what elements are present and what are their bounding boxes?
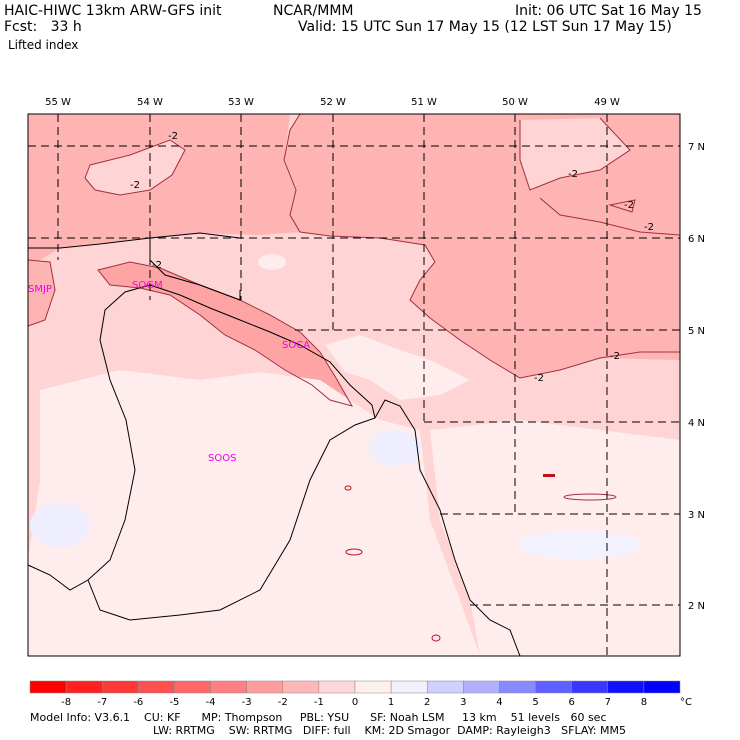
lat-label: 4 N bbox=[688, 418, 705, 429]
lon-label: 50 W bbox=[502, 97, 528, 108]
colorbar-swatch bbox=[282, 680, 320, 694]
li-central-light bbox=[325, 335, 470, 400]
lon-label: 51 W bbox=[411, 97, 437, 108]
lat-label: 6 N bbox=[688, 234, 705, 245]
lat-label: 7 N bbox=[688, 142, 705, 153]
colorbar-swatch bbox=[390, 680, 428, 694]
colorbar-unit: °C bbox=[680, 697, 692, 708]
colorbar-tick-label: -1 bbox=[314, 697, 324, 708]
footer-line-1: Model Info: V3.6.1 CU: KF MP: Thompson P… bbox=[30, 711, 607, 724]
colorbar-tick-label: -2 bbox=[278, 697, 288, 708]
contour-label: -2 bbox=[130, 180, 140, 191]
lon-label: 52 W bbox=[320, 97, 346, 108]
colorbar-swatch bbox=[463, 680, 500, 694]
contour-label: -2 bbox=[152, 260, 162, 271]
colorbar-tick-label: -8 bbox=[61, 697, 71, 708]
colorbar-swatch bbox=[354, 680, 392, 694]
contour-label: -2 bbox=[168, 131, 178, 142]
contour-label: -2 bbox=[644, 222, 654, 233]
model-title: HAIC-HIWC 13km ARW-GFS init bbox=[4, 3, 222, 19]
li-zone-northeast bbox=[284, 114, 680, 378]
colorbar-tick-label: -4 bbox=[206, 697, 216, 708]
colorbar-swatch bbox=[29, 680, 67, 694]
colorbar-tick-label: 3 bbox=[460, 697, 466, 708]
colorbar-swatch bbox=[607, 680, 645, 694]
valid-time: Valid: 15 UTC Sun 17 May 15 (12 LST Sun … bbox=[298, 19, 672, 35]
colorbar-tick-label: 5 bbox=[532, 697, 538, 708]
colorbar-tick-label: -6 bbox=[133, 697, 143, 708]
station-labels: SMJP SOCA SOOS SOGM bbox=[28, 280, 310, 464]
center-name: NCAR/MMM bbox=[273, 3, 354, 19]
station-label: SOOS bbox=[208, 453, 236, 464]
init-time: Init: 06 UTC Sat 16 May 15 bbox=[515, 3, 702, 19]
colorbar-swatch bbox=[426, 680, 464, 694]
colorbar-tick-label: 2 bbox=[424, 697, 430, 708]
lon-labels: 55 W 54 W 53 W 52 W 51 W 50 W 49 W bbox=[45, 97, 620, 108]
lon-label: 53 W bbox=[228, 97, 254, 108]
li-interior-light bbox=[28, 370, 480, 656]
lat-label: 2 N bbox=[688, 601, 705, 612]
contour-label: -2 bbox=[624, 200, 634, 211]
footer-line-2: LW: RRTMG SW: RRTMG DIFF: full KM: 2D Sm… bbox=[153, 724, 626, 737]
li-positive-patch-4 bbox=[258, 254, 286, 270]
colorbar-tick-label: 8 bbox=[641, 697, 647, 708]
lat-labels: 7 N 6 N 5 N 4 N 3 N 2 N bbox=[688, 142, 705, 612]
lon-label: 49 W bbox=[594, 97, 620, 108]
colorbar-tick-label: -5 bbox=[169, 697, 179, 708]
colorbar-swatch bbox=[210, 680, 247, 694]
colorbar-tick-label: -7 bbox=[97, 697, 107, 708]
field-name: Lifted index bbox=[8, 38, 79, 52]
li-positive-patch-1 bbox=[369, 430, 421, 466]
contour-label: -2 bbox=[610, 351, 620, 362]
colorbar-tick-label: 4 bbox=[496, 697, 502, 708]
forecast-hour: Fcst: 33 h bbox=[4, 19, 82, 35]
li-positive-patch-2 bbox=[30, 503, 90, 547]
lon-label: 55 W bbox=[45, 97, 71, 108]
latlon-grid bbox=[28, 114, 680, 656]
colorbar-tick-label: 0 bbox=[352, 697, 358, 708]
colorbar-swatch bbox=[535, 680, 572, 694]
colorbar-tick-label: 7 bbox=[605, 697, 611, 708]
station-label: SOGM bbox=[132, 280, 163, 291]
small-features bbox=[344, 474, 555, 642]
li-coastal-strip bbox=[98, 262, 352, 406]
li-pocket-ne bbox=[520, 118, 630, 190]
station-label: SMJP bbox=[28, 284, 52, 295]
colorbar-swatch bbox=[643, 680, 681, 694]
colorbar-swatch bbox=[499, 680, 536, 694]
colorbar-swatch bbox=[174, 680, 211, 694]
lat-label: 5 N bbox=[688, 326, 705, 337]
coastline-borders bbox=[27, 232, 521, 657]
contour-labels: -2 -2 -2 -2 -2 -2 -2 -2 bbox=[130, 131, 654, 384]
li-zone-northwest bbox=[28, 114, 300, 270]
lon-label: 54 W bbox=[137, 97, 163, 108]
li-pocket-nw bbox=[85, 140, 185, 195]
contour-label: -2 bbox=[534, 373, 544, 384]
map-frame bbox=[27, 113, 681, 657]
colorbar-tick-label: -3 bbox=[242, 697, 252, 708]
colorbar-swatch bbox=[318, 680, 356, 694]
colorbar-swatch bbox=[65, 680, 103, 694]
colorbar-labels: -8 -7 -6 -5 -4 -3 -2 -1 0 1 2 3 4 5 6 7 8 bbox=[61, 697, 647, 708]
station-label: SOCA bbox=[282, 340, 310, 351]
colorbar-swatch bbox=[138, 680, 175, 694]
colorbar-swatch bbox=[101, 680, 139, 694]
li-positive-patch-3 bbox=[520, 531, 640, 559]
colorbar-tick-label: 1 bbox=[388, 697, 394, 708]
colorbar-tick-label: 6 bbox=[568, 697, 574, 708]
colorbar-swatch bbox=[571, 680, 609, 694]
lat-label: 3 N bbox=[688, 510, 705, 521]
contour-label: -2 bbox=[568, 169, 578, 180]
colorbar bbox=[29, 680, 681, 694]
colorbar-swatch bbox=[246, 680, 284, 694]
